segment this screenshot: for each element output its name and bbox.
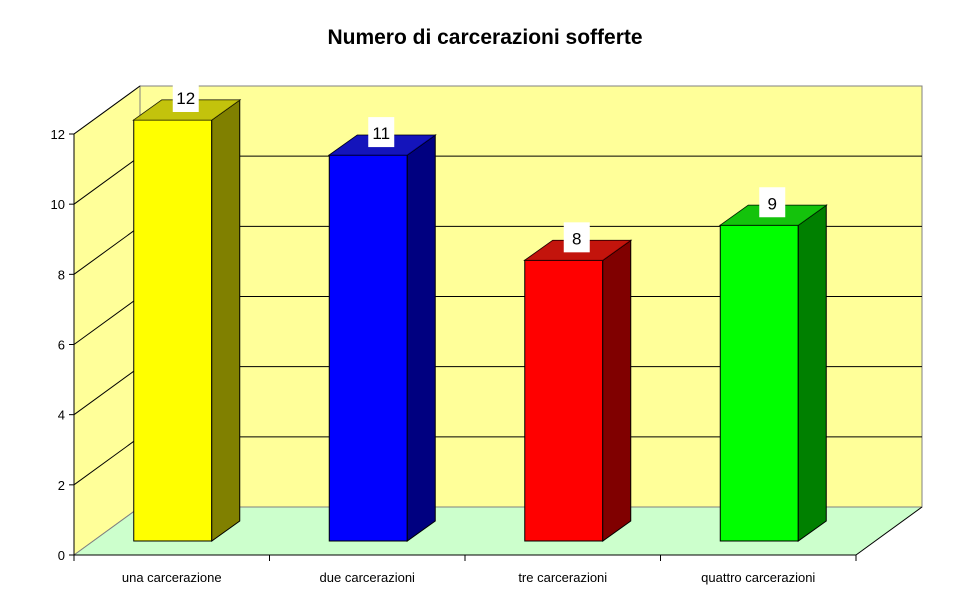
gridline (73, 366, 141, 416)
y-tick-label: 8 (58, 267, 65, 282)
gridline (73, 85, 141, 135)
data-label-box (368, 117, 395, 148)
y-tick-label: 4 (58, 408, 65, 423)
y-tick-label: 2 (58, 478, 65, 493)
x-category-label: quattro carcerazioni (701, 570, 815, 585)
y-tick-label: 0 (58, 548, 65, 563)
x-category-label: una carcerazione (122, 570, 222, 585)
gridline (73, 436, 141, 486)
bar-1: 12 (132, 82, 242, 542)
gridline (73, 296, 141, 345)
bar-2: 11 (327, 117, 437, 542)
data-label-box (563, 222, 590, 253)
data-label: 11 (372, 124, 390, 143)
chart-title: Numero di carcerazioni sofferte (327, 26, 643, 49)
y-tick-label: 12 (51, 127, 65, 142)
x-category-label: tre carcerazioni (518, 570, 607, 585)
gridline (73, 225, 141, 275)
floor-edge (855, 506, 923, 556)
y-tick-label: 10 (51, 197, 65, 212)
data-label: 9 (768, 194, 777, 213)
bar-4: 9 (718, 187, 828, 542)
x-category-label: due carcerazioni (320, 570, 415, 585)
gridline (73, 155, 141, 205)
y-tick-label: 6 (58, 338, 65, 353)
floor (74, 507, 922, 555)
data-label-box (759, 187, 786, 218)
data-label: 8 (572, 229, 581, 248)
bar-3: 8 (523, 222, 633, 542)
data-label: 12 (176, 89, 195, 108)
data-label-box (172, 82, 199, 112)
